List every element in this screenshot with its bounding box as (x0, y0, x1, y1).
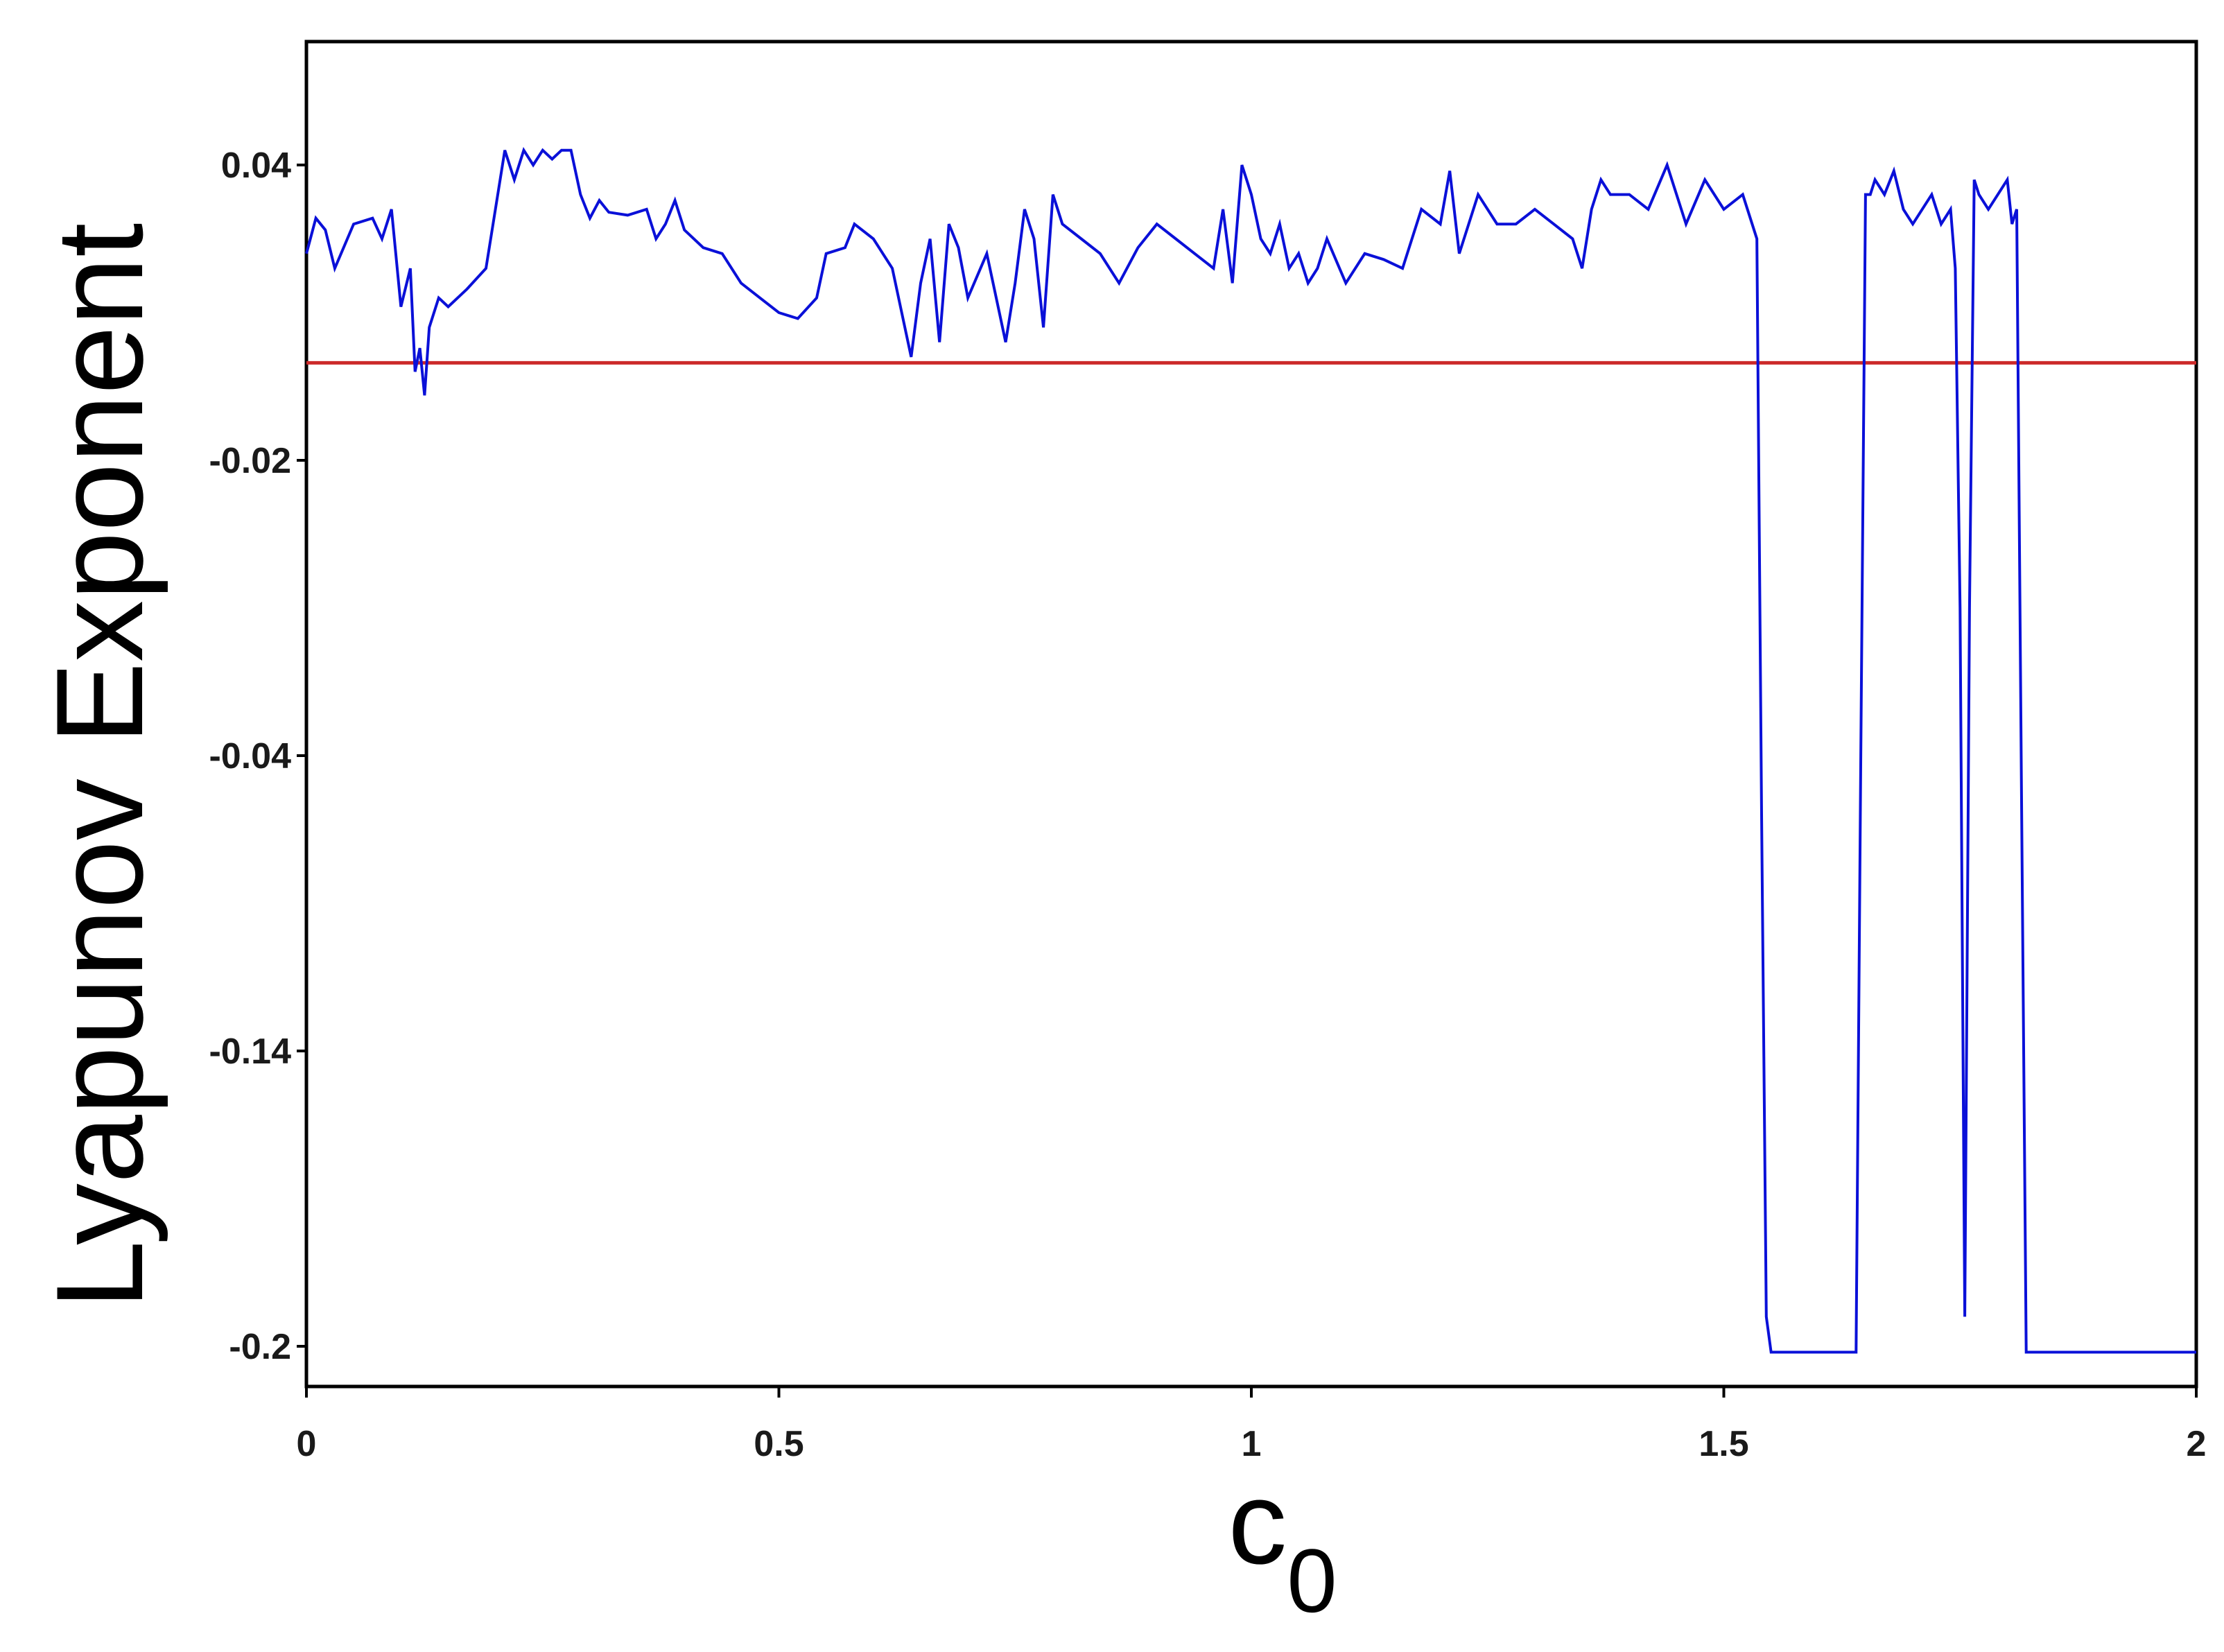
y-tick-label: -0.02 (209, 441, 291, 481)
x-tick-label: 1.5 (1699, 1424, 1748, 1464)
x-tick-label: 1 (1242, 1424, 1262, 1464)
x-tick-label: 2 (2187, 1424, 2207, 1464)
y-tick-label: -0.2 (229, 1327, 291, 1367)
y-axis-ticks: 0.04 -0.02 -0.04 -0.14 -0.2 (209, 146, 306, 1367)
x-axis-title: c0 (1228, 1457, 1337, 1631)
y-tick-label: -0.04 (209, 736, 291, 776)
plot-frame (304, 40, 2198, 1389)
x-axis-title-main: c (1228, 1457, 1287, 1589)
x-tick-label: 0 (297, 1424, 317, 1464)
x-axis-title-subscript: 0 (1287, 1530, 1337, 1631)
y-axis-title: Lyapunov Exponent (31, 223, 168, 1310)
x-tick-label: 0.5 (754, 1424, 803, 1464)
x-axis-ticks: 0 0.5 1 1.5 2 (297, 1386, 2207, 1464)
series-line-lyapunov (305, 147, 2196, 1354)
y-tick-label: 0.04 (221, 146, 291, 186)
y-tick-label: -0.14 (209, 1032, 291, 1072)
